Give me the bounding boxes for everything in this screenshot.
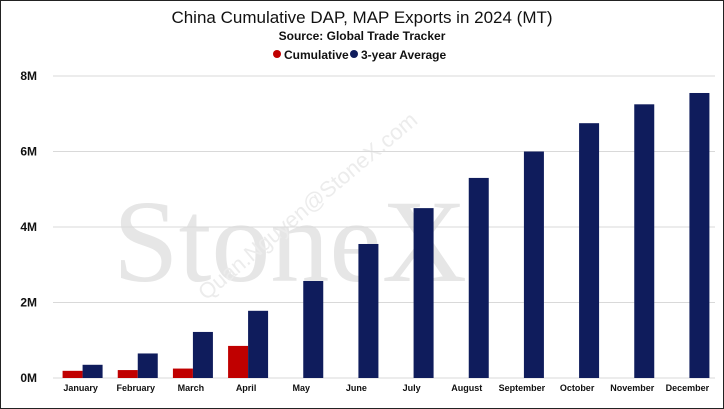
y-tick-label: 0M — [20, 371, 37, 385]
bar-3-year-average-april — [248, 310, 269, 378]
gridlines — [53, 75, 715, 379]
bar-3-year-average-may — [303, 280, 324, 378]
y-axis: 0M 2M 4M 6M 8M — [20, 69, 37, 385]
x-axis: January February March April May June July Augu… — [63, 383, 709, 393]
bar-3-year-average-january — [82, 364, 103, 378]
x-tick-label: November — [610, 383, 655, 393]
bar-3-year-average-february — [137, 353, 158, 378]
bar-cumulative-january — [62, 370, 83, 378]
x-tick-label: August — [451, 383, 482, 393]
y-tick-label: 2M — [20, 296, 37, 310]
x-tick-label: December — [666, 383, 710, 393]
x-tick-label: October — [560, 383, 595, 393]
bar-3-year-average-october — [579, 123, 600, 378]
x-tick-label: September — [499, 383, 546, 393]
legend: Cumulative 3-year Average — [273, 48, 446, 62]
watermark-brand: StoneX — [113, 176, 467, 307]
bar-cumulative-february — [117, 370, 138, 378]
y-tick-label: 4M — [20, 220, 37, 234]
x-tick-label: April — [236, 383, 257, 393]
x-tick-label: March — [178, 383, 205, 393]
y-tick-label: 6M — [20, 145, 37, 159]
bars — [62, 92, 710, 379]
y-tick-label: 8M — [20, 69, 37, 83]
bar-3-year-average-september — [523, 151, 544, 378]
bar-3-year-average-march — [192, 331, 213, 378]
chart-title: China Cumulative DAP, MAP Exports in 202… — [171, 8, 552, 27]
bar-3-year-average-june — [358, 243, 379, 378]
bar-3-year-average-august — [468, 177, 489, 378]
bar-3-year-average-july — [413, 208, 434, 378]
chart-subtitle: Source: Global Trade Tracker — [279, 29, 446, 43]
x-tick-label: June — [346, 383, 367, 393]
bar-cumulative-march — [172, 368, 193, 378]
legend-marker — [273, 50, 281, 58]
legend-label: 3-year Average — [361, 48, 446, 62]
legend-label: Cumulative — [284, 48, 349, 62]
x-tick-label: July — [403, 383, 421, 393]
x-tick-label: May — [292, 383, 310, 393]
bar-3-year-average-november — [634, 104, 655, 378]
legend-marker — [350, 50, 358, 58]
bar-cumulative-april — [228, 345, 249, 378]
x-tick-label: February — [116, 383, 155, 393]
bar-3-year-average-december — [689, 92, 710, 379]
x-tick-label: January — [63, 383, 98, 393]
